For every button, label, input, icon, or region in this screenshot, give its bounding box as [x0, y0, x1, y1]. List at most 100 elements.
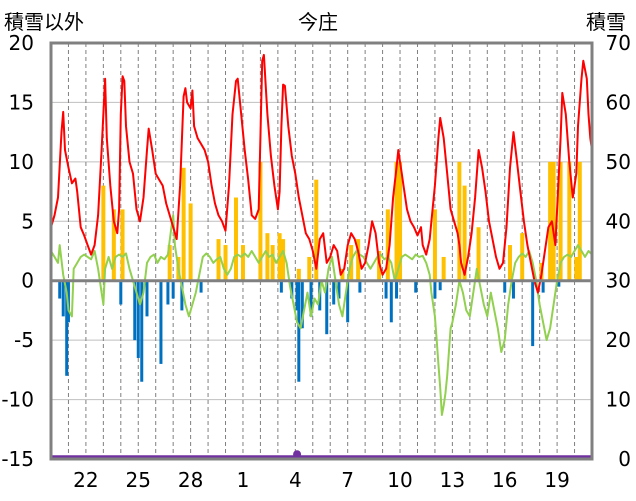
bar-orange	[101, 185, 106, 281]
bar-blue	[300, 280, 304, 329]
bar-orange	[567, 161, 572, 281]
bar-orange	[307, 256, 312, 281]
bar-orange	[551, 161, 556, 281]
y-tick-right: 20	[606, 328, 631, 352]
bar-blue	[133, 280, 137, 341]
y-tick-right: 70	[606, 31, 631, 55]
bar-blue	[395, 280, 399, 299]
y-tick-left: -10	[1, 388, 34, 412]
bar-blue	[541, 280, 545, 293]
x-tick-label: 28	[178, 468, 203, 492]
y-tick-right: 0	[618, 447, 631, 471]
bar-blue	[58, 280, 62, 299]
bar-blue	[384, 280, 388, 299]
y-tick-right: 50	[606, 150, 631, 174]
bar-blue	[297, 280, 301, 382]
bar-orange	[181, 167, 186, 281]
left-axis-label: 積雪以外	[4, 10, 84, 34]
bar-blue	[332, 280, 336, 305]
y-tick-left: -15	[1, 447, 34, 471]
bar-blue	[438, 280, 442, 291]
bar-orange	[340, 268, 345, 281]
bar-orange	[120, 209, 125, 281]
bar-orange	[296, 268, 301, 281]
y-tick-left: 15	[9, 90, 34, 114]
bar-orange	[432, 209, 437, 281]
x-tick-label: 19	[544, 468, 569, 492]
bar-orange	[265, 233, 270, 281]
bar-blue	[511, 280, 515, 299]
bar-orange	[188, 203, 193, 281]
plot-border	[49, 41, 594, 461]
bar-blue	[325, 280, 329, 335]
y-tick-left: 5	[21, 209, 34, 233]
x-tick-label: 13	[440, 468, 465, 492]
bar-blue	[295, 280, 299, 311]
x-tick-label: 4	[289, 468, 302, 492]
bar-blue	[389, 280, 393, 323]
x-tick-label: 25	[126, 468, 151, 492]
y-tick-left: -5	[14, 328, 34, 352]
bar-blue	[414, 280, 418, 293]
bar-blue	[166, 280, 170, 305]
bar-blue	[136, 280, 140, 358]
y-tick-left: 20	[9, 31, 34, 55]
bar-orange	[167, 245, 172, 281]
x-tick-label: 10	[387, 468, 412, 492]
bar-orange	[398, 161, 403, 281]
bar-blue	[65, 280, 69, 376]
series-line-temp_max	[50, 53, 593, 294]
series-line-snow_depth	[51, 452, 592, 460]
bar-orange	[574, 256, 579, 281]
bar-orange	[441, 256, 446, 281]
bar-orange	[258, 161, 263, 281]
bar-blue	[61, 280, 65, 317]
bar-blue	[119, 280, 123, 305]
bar-blue	[290, 280, 294, 299]
bar-orange	[558, 161, 563, 281]
x-tick-label: 16	[492, 468, 517, 492]
y-tick-right: 40	[606, 209, 631, 233]
bar-orange	[240, 245, 245, 281]
bar-orange	[394, 161, 399, 281]
bar-blue	[199, 280, 203, 293]
y-tick-right: 10	[606, 388, 631, 412]
bar-blue	[337, 280, 341, 299]
bar-blue	[358, 280, 362, 293]
bar-orange	[233, 197, 238, 281]
bar-blue	[309, 280, 313, 317]
right-axis-label: 積雪	[586, 10, 626, 34]
bar-blue	[433, 280, 437, 299]
y-tick-left: 0	[21, 269, 34, 293]
y-tick-left: 10	[9, 150, 34, 174]
bar-blue	[171, 280, 175, 299]
bar-orange	[216, 239, 221, 281]
y-tick-right: 60	[606, 90, 631, 114]
bar-orange	[385, 209, 390, 281]
y-tick-right: 30	[606, 269, 631, 293]
bar-orange	[314, 179, 319, 281]
series-line-temp_other	[50, 214, 593, 416]
bar-blue	[145, 280, 149, 317]
bar-orange	[281, 239, 286, 281]
series-lines	[50, 53, 593, 460]
x-tick-label: 22	[73, 468, 98, 492]
bar-orange	[577, 161, 582, 281]
bar-orange	[457, 161, 462, 281]
plot-frame	[49, 41, 594, 461]
bar-blue	[503, 280, 507, 293]
bar-orange	[223, 245, 228, 281]
bar-blue	[159, 280, 163, 364]
bar-orange	[507, 245, 512, 281]
x-tick-label: 7	[341, 468, 354, 492]
bar-blue	[180, 280, 184, 311]
bar-blue	[531, 280, 535, 347]
bar-orange	[476, 227, 481, 281]
bar-orange	[462, 185, 467, 281]
bar-orange	[548, 161, 553, 281]
bar-orange	[270, 245, 275, 281]
bar-orange	[111, 209, 116, 281]
bar-orange	[520, 233, 525, 281]
